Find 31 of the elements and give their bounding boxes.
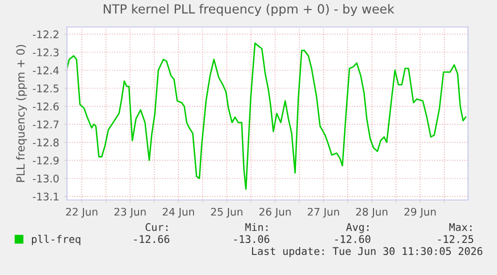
x-tick-label: 22 Jun [66,208,98,218]
x-tick-label: 24 Jun [162,208,194,218]
y-tick-label: -12.3 [32,48,59,56]
chart-title: NTP kernel PLL frequency (ppm + 0) - by week [104,4,394,16]
y-tick-label: -12.8 [32,138,59,146]
x-tick-label: 26 Jun [259,208,291,218]
text: -12.25 [438,235,474,244]
text: Avg: [346,223,368,234]
text: Last update: Tue Jun 30 11:30:05 2026 [252,246,482,258]
legend-label: pll-freq [32,234,80,246]
y-tick-label: -12.7 [32,120,58,128]
y-tick-label: -12.9 [32,156,59,164]
x-tick-label: 25 Jun [211,208,242,218]
text: Min: [245,222,268,231]
text: Max: [449,223,472,232]
text: Cur: [146,223,168,232]
x-tick-label: 28 Jun [356,208,388,218]
text: -12.60 [335,235,370,244]
text: -13.06 [234,235,270,244]
y-tick-label: -13.1 [32,192,58,200]
x-tick-label: 29 Jun [404,208,436,218]
y-tick-label: -12.2 [32,30,58,38]
text: -12.66 [134,235,170,244]
y-tick-label: -12.6 [32,102,59,110]
line-series [67,42,466,190]
y-tick-label: -13.0 [32,174,59,182]
x-tick-label: 27 Jun [308,208,340,218]
y-axis-title: PLL frequency (ppm + 0) [16,45,27,182]
x-tick-label: 23 Jun [114,208,146,218]
y-tick-label: -12.5 [32,84,58,92]
y-tick-label: -12.4 [32,66,59,74]
